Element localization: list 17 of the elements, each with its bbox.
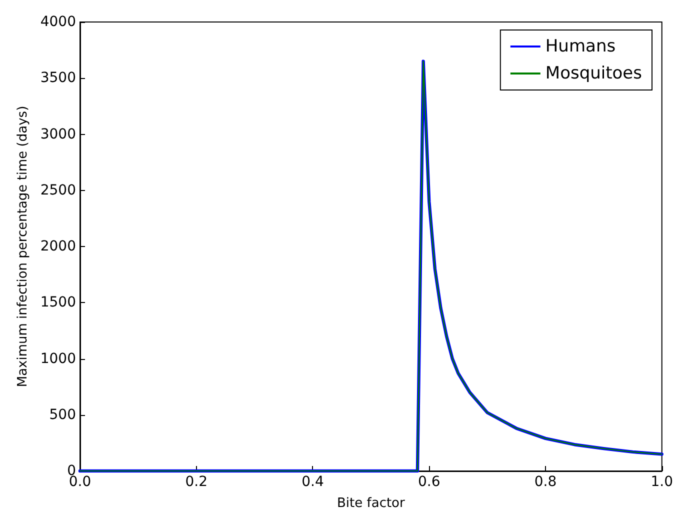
y-axis-title: Maximum infection percentage time (days) <box>15 106 30 388</box>
y-tick-label: 1500 <box>40 294 76 311</box>
y-tick-label: 500 <box>49 406 76 423</box>
y-tick-label: 2000 <box>40 238 76 254</box>
x-tick-label: 1.0 <box>650 474 673 490</box>
x-tick-label: 0.4 <box>302 474 324 490</box>
y-tick-label: 2500 <box>40 182 76 198</box>
x-tick-label: 0.6 <box>418 474 440 490</box>
legend-label: Mosquitoes <box>545 64 642 84</box>
x-axis-title: Bite factor <box>337 496 406 511</box>
y-tick-label: 3000 <box>40 126 76 142</box>
legend-label: Humans <box>545 36 616 56</box>
y-tick-label: 4000 <box>40 14 76 30</box>
y-tick-label: 1000 <box>40 350 76 367</box>
x-tick-label: 0.8 <box>534 474 557 490</box>
x-tick-label: 0.2 <box>185 474 208 490</box>
y-tick-label: 3500 <box>40 70 76 86</box>
